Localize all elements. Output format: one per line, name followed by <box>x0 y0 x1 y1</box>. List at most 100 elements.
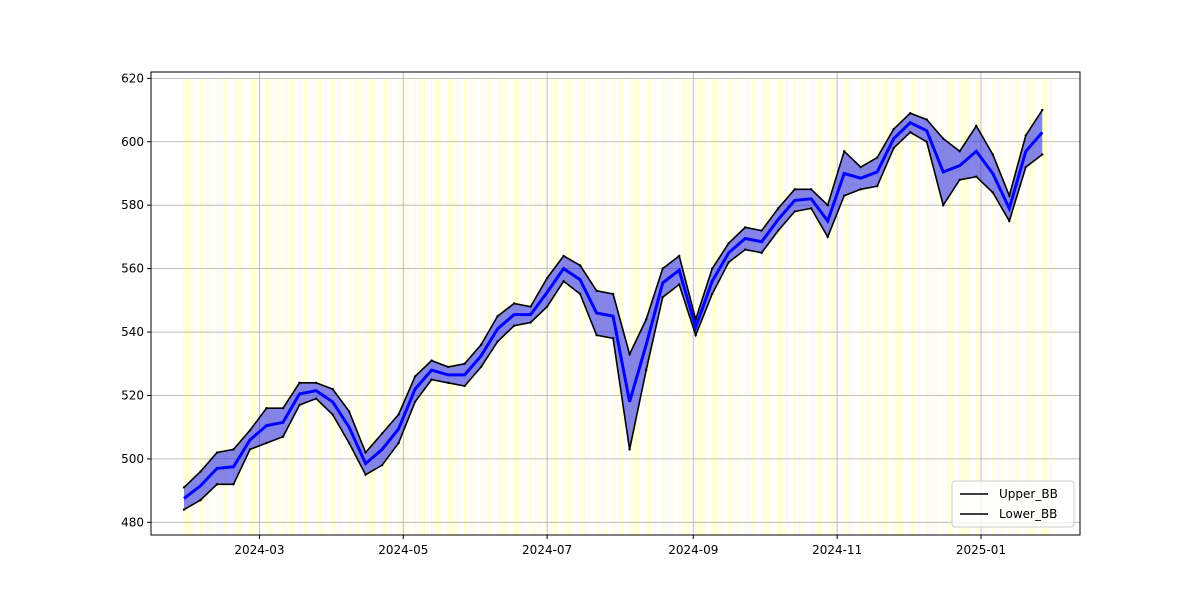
x-tick-label-2: 2024-07 <box>522 543 572 557</box>
point-upper-bb-36 <box>776 207 780 210</box>
x-tick-label-4: 2024-11 <box>812 543 862 557</box>
point-lower-bb-13 <box>397 441 400 445</box>
point-upper-bb-44 <box>909 112 912 115</box>
point-lower-bb-33 <box>727 261 730 264</box>
point-upper-bb-27 <box>628 353 631 356</box>
price-band <box>184 110 1043 510</box>
legend-label-lower-bb: Lower_BB <box>999 507 1057 521</box>
point-lower-bb-26 <box>611 337 615 340</box>
point-lower-bb-47 <box>958 178 961 182</box>
point-upper-bb-13 <box>397 413 400 416</box>
point-lower-bb-24 <box>578 292 582 296</box>
point-lower-bb-35 <box>760 251 763 254</box>
y-tick-label-4: 560 <box>121 262 144 276</box>
point-lower-bb-38 <box>810 207 813 210</box>
point-lower-bb-19 <box>496 340 499 343</box>
point-lower-bb-37 <box>793 210 796 213</box>
point-upper-bb-45 <box>925 118 928 121</box>
point-upper-bb-19 <box>496 314 499 318</box>
point-lower-bb-12 <box>380 464 384 467</box>
point-upper-bb-20 <box>512 302 516 305</box>
point-upper-bb-49 <box>991 153 994 156</box>
point-lower-bb-20 <box>512 324 516 327</box>
y-tick-label-3: 540 <box>121 325 144 339</box>
point-upper-bb-51 <box>1024 134 1027 137</box>
point-lower-bb-39 <box>826 235 829 239</box>
point-lower-bb-25 <box>595 334 598 337</box>
point-upper-bb-17 <box>463 362 466 365</box>
point-lower-bb-3 <box>232 483 235 486</box>
point-upper-bb-18 <box>479 343 483 346</box>
point-upper-bb-21 <box>529 305 532 308</box>
y-tick-label-0: 480 <box>121 515 144 529</box>
point-lower-bb-41 <box>859 188 862 191</box>
point-lower-bb-7 <box>298 403 301 407</box>
point-upper-bb-9 <box>331 387 334 391</box>
y-tick-label-7: 620 <box>121 71 144 85</box>
point-lower-bb-29 <box>661 295 664 299</box>
point-lower-bb-9 <box>331 413 334 416</box>
point-upper-bb-42 <box>876 156 879 159</box>
point-upper-bb-11 <box>364 451 367 454</box>
point-upper-bb-43 <box>892 127 895 131</box>
point-upper-bb-35 <box>760 229 763 232</box>
point-lower-bb-36 <box>776 229 780 232</box>
point-upper-bb-24 <box>578 264 582 267</box>
price-line <box>183 120 1044 500</box>
point-upper-bb-22 <box>545 276 549 280</box>
point-upper-bb-29 <box>661 267 664 270</box>
point-lower-bb-48 <box>975 175 978 178</box>
point-upper-bb-2 <box>215 451 219 454</box>
point-upper-bb-0 <box>182 486 186 489</box>
point-upper-bb-41 <box>859 165 862 169</box>
point-upper-bb-46 <box>942 137 945 140</box>
point-upper-bb-50 <box>1008 194 1011 197</box>
point-upper-bb-7 <box>298 381 301 384</box>
point-upper-bb-34 <box>743 226 747 229</box>
point-lower-bb-16 <box>446 381 450 384</box>
tick-layer: 480 500 520 540 560 580 600 620 2024-03 2024-05 20… <box>121 71 1006 557</box>
point-lower-bb-6 <box>281 435 285 438</box>
point-lower-bb-1 <box>199 498 202 502</box>
point-upper-bb-52 <box>1041 108 1044 112</box>
y-tick-label-2: 520 <box>121 388 144 402</box>
point-lower-bb-21 <box>529 321 532 324</box>
point-lower-bb-0 <box>182 508 186 511</box>
x-tick-label-1: 2024-05 <box>378 543 428 557</box>
plot-frame <box>150 71 1081 536</box>
point-upper-bb-1 <box>199 470 202 473</box>
point-upper-bb-25 <box>595 289 598 293</box>
point-upper-bb-23 <box>562 254 565 258</box>
y-tick-label-1: 500 <box>121 452 144 466</box>
point-lower-bb-5 <box>265 441 268 445</box>
point-lower-bb-32 <box>710 292 714 296</box>
point-upper-bb-14 <box>413 375 417 378</box>
point-lower-bb-2 <box>215 483 219 486</box>
point-lower-bb-45 <box>925 140 928 143</box>
legend-label-upper-bb: Upper_BB <box>999 487 1058 501</box>
point-upper-bb-30 <box>677 254 681 258</box>
point-lower-bb-30 <box>677 283 681 286</box>
point-lower-bb-8 <box>314 397 318 400</box>
point-upper-bb-39 <box>826 203 829 207</box>
point-upper-bb-16 <box>446 365 450 369</box>
point-upper-bb-15 <box>430 359 433 362</box>
point-upper-bb-31 <box>694 318 697 321</box>
point-upper-bb-33 <box>727 242 730 245</box>
point-lower-bb-11 <box>364 473 367 476</box>
point-lower-bb-15 <box>430 378 433 381</box>
point-lower-bb-28 <box>644 368 648 372</box>
point-lower-bb-14 <box>413 400 417 404</box>
point-lower-bb-31 <box>694 334 697 337</box>
x-tick-label-5: 2025-01 <box>956 543 1006 557</box>
grid-layer <box>151 72 1080 535</box>
point-lower-bb-22 <box>545 305 549 308</box>
point-upper-bb-3 <box>232 448 235 451</box>
point-upper-bb-40 <box>843 150 846 153</box>
point-upper-bb-26 <box>611 292 615 296</box>
y-tick-label-6: 600 <box>121 135 144 149</box>
point-upper-bb-38 <box>810 188 813 191</box>
point-upper-bb-8 <box>314 381 318 384</box>
point-lower-bb-17 <box>463 384 466 388</box>
legend-box <box>951 480 1075 528</box>
